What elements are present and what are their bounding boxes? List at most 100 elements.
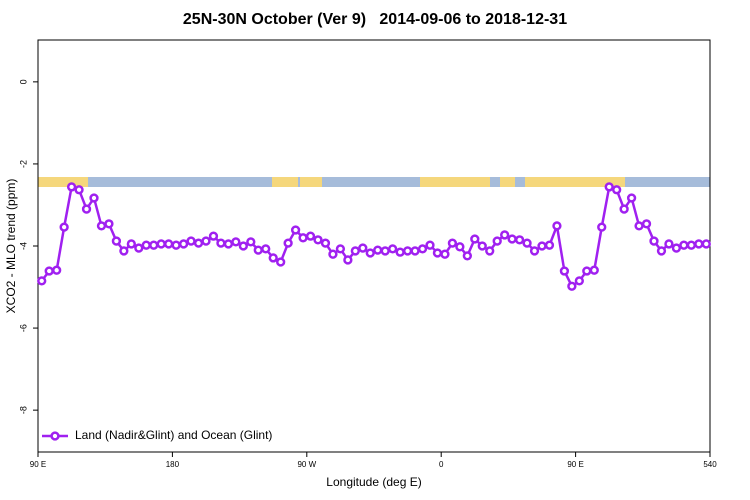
data-point [649,236,659,246]
data-point [432,248,443,258]
land-band [500,177,515,187]
y-tick-label: -4 [18,242,28,250]
data-point [178,239,189,249]
legend-label: Land (Nadir&Glint) and Ocean (Glint) [75,428,272,442]
data-point [44,266,54,276]
y-tick-label: 0 [18,79,28,84]
data-point [246,237,256,247]
data-point [425,240,435,250]
data-point [612,185,622,195]
x-tick-label: 540 [703,460,717,469]
data-point [410,246,420,256]
data-point [514,235,525,245]
x-tick-label: 0 [439,460,444,469]
legend-marker [50,431,60,441]
data-point [231,237,241,247]
data-point [223,239,234,249]
x-axis-label: Longitude (deg E) [326,475,421,489]
data-point [66,182,77,192]
data-point [238,241,248,251]
data-point [268,253,278,263]
y-tick-label: -8 [18,406,28,414]
data-point [298,233,308,243]
data-point [470,234,480,244]
series-line [40,185,707,289]
data-point [52,265,62,275]
data-point [305,231,316,241]
data-point [634,221,644,231]
data-point [529,246,540,256]
data-point [373,245,383,255]
data-point [559,266,570,276]
land-band [38,177,88,187]
data-point [686,240,696,250]
data-point [664,239,674,249]
land-ocean-strip [38,177,710,187]
data-point [141,240,151,250]
data-point [193,238,204,248]
data-point [604,182,614,192]
data-point [537,241,547,251]
data-point [417,244,428,254]
ocean-band [38,177,710,187]
data-point [89,193,99,203]
y-axis-label: XCO2 - MLO trend (ppm) [4,179,18,314]
data-point [313,235,323,245]
data-point [679,240,689,250]
data-point [276,257,286,267]
land-band [420,177,490,187]
x-tick-label: 180 [166,460,180,469]
data-point [597,222,607,232]
data-point [485,246,495,256]
data-point [104,219,114,229]
data-point [261,244,271,254]
data-point [134,243,144,253]
data-point [671,243,682,253]
data-point [335,244,346,254]
data-point [201,236,211,246]
data-point [149,240,159,250]
data-point [619,204,629,214]
data-point [343,255,353,265]
data-point [156,239,166,249]
data-point [388,244,398,254]
data-point [626,193,637,203]
data-point [119,246,129,256]
y-tick-label: -2 [18,160,28,168]
data-point [320,238,331,248]
data-point [455,242,465,252]
data-point [589,265,599,275]
data-point [126,239,136,249]
x-tick-label: 90 E [30,460,46,469]
data-point [96,221,107,231]
land-band [272,177,298,187]
data-point [283,238,293,248]
data-point [358,243,368,253]
data-point [380,246,390,256]
data-point [492,236,502,246]
y-tick-label: -6 [18,324,28,332]
chart-title: 25N-30N October (Ver 9) 2014-09-06 to 20… [183,11,567,28]
data-point [290,225,301,235]
data-point [253,245,263,255]
data-point [37,276,47,286]
data-point [500,230,510,240]
data-point [164,239,174,249]
data-point [701,239,711,249]
land-band [525,177,625,187]
data-point [522,238,532,248]
data-point [447,238,458,248]
data-point [462,251,472,261]
data-point [574,276,584,286]
data-point [365,248,375,258]
data-point [171,240,181,250]
land-band [300,177,322,187]
data-point [440,249,450,259]
x-tick-label: 90 E [567,460,583,469]
data-point [694,239,704,249]
data-point [216,238,226,248]
data-point [552,221,562,231]
data-point [507,234,517,244]
